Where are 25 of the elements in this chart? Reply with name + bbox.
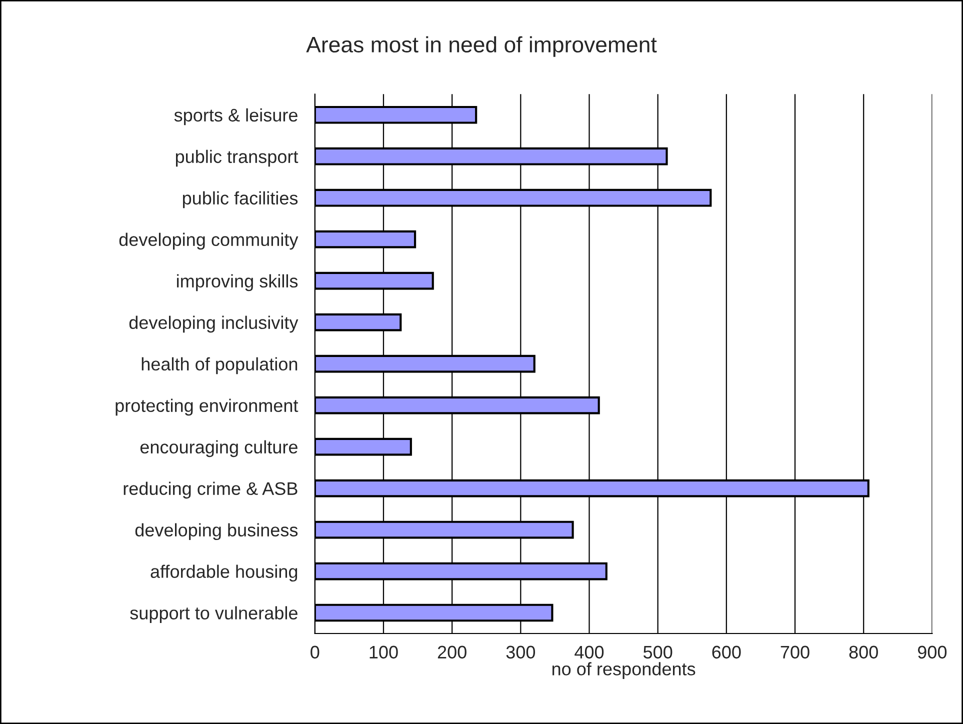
x-axis-title: no of respondents xyxy=(552,662,696,679)
x-tick-label: 100 xyxy=(370,646,398,659)
x-tick-label: 400 xyxy=(574,646,604,659)
x-tick-label: 500 xyxy=(643,646,672,659)
x-tick-label: 600 xyxy=(712,646,741,659)
x-tick-label: 700 xyxy=(780,646,810,659)
y-tick-label: encouraging culture xyxy=(140,440,298,458)
x-tick-label: 900 xyxy=(918,646,947,659)
y-tick-label: developing business xyxy=(135,523,298,540)
y-tick-label: developing inclusivity xyxy=(129,316,298,333)
y-tick-label: reducing crime & ASB xyxy=(124,482,298,499)
y-tick-label: developing community xyxy=(119,232,298,250)
y-tick-label: improving skills xyxy=(177,274,298,292)
chart-title: Areas most in need of improvement xyxy=(306,36,657,57)
y-tick-label: public transport xyxy=(176,150,298,167)
x-tick-label: 300 xyxy=(506,646,536,659)
y-tick-label: affordable housing xyxy=(150,564,298,582)
y-tick-label: public facilities xyxy=(182,191,298,208)
y-tick-label: health of population xyxy=(142,357,298,374)
y-tick-label: sports & leisure xyxy=(174,108,298,126)
y-tick-label: support to vulnerable xyxy=(130,606,298,624)
x-tick-label: 200 xyxy=(438,646,466,659)
x-tick-label: 0 xyxy=(310,646,320,659)
x-tick-label: 800 xyxy=(849,646,878,659)
y-tick-label: protecting environment xyxy=(116,398,298,416)
